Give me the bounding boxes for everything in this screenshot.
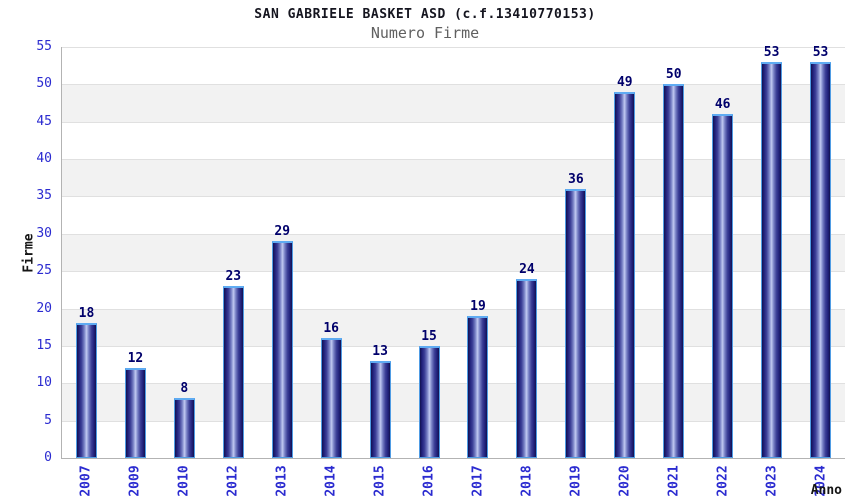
x-tick-label: 2021: [666, 465, 682, 497]
y-axis-title: Firme: [21, 233, 37, 273]
x-tick-label: 2017: [470, 465, 486, 497]
bar-value-label: 49: [616, 74, 633, 90]
bar-value-label: 50: [665, 67, 682, 83]
x-axis-line: [61, 458, 845, 459]
y-tick-label: 40: [36, 151, 52, 167]
bar-2024: [810, 61, 832, 458]
bar-value-label: 23: [225, 269, 242, 285]
y-tick-label: 15: [36, 337, 52, 353]
y-tick-label: 30: [36, 225, 52, 241]
bar-value-label: 13: [372, 343, 388, 359]
chart-subtitle: Numero Firme: [370, 24, 480, 42]
x-tick-label: 2016: [421, 465, 437, 497]
x-tick-label: 2012: [225, 465, 241, 497]
y-tick-label: 45: [36, 113, 52, 129]
bar-2015: [369, 360, 391, 458]
x-tick-label: 2010: [176, 465, 192, 497]
bar-value-label: 19: [470, 299, 486, 315]
x-tick-label: 2022: [715, 465, 731, 497]
x-tick-label: 2013: [274, 465, 290, 497]
x-tick-label: 2007: [78, 465, 94, 497]
gridline: [62, 159, 845, 161]
bar-value-label: 29: [274, 224, 291, 240]
gridline: [62, 84, 845, 86]
bar-value-label: 36: [568, 171, 584, 187]
chart-title: SAN GABRIELE BASKET ASD (c.f.13410770153…: [254, 7, 596, 22]
gridline: [62, 47, 845, 48]
plot-band: [62, 47, 845, 85]
bar-value-label: 15: [421, 328, 437, 344]
x-tick-label: 2009: [127, 465, 143, 497]
bar-2010: [173, 398, 195, 458]
bar-value-label: 53: [763, 44, 780, 60]
bar-value-label: 12: [127, 351, 144, 367]
y-axis-line: [61, 47, 62, 459]
gridline: [62, 233, 845, 235]
gridline: [62, 308, 845, 310]
y-tick-label: 20: [36, 300, 52, 316]
gridline: [62, 121, 845, 123]
bar-2021: [663, 84, 685, 458]
bar-value-label: 16: [323, 321, 339, 337]
bar-2023: [761, 61, 783, 458]
y-tick-label: 0: [44, 450, 52, 465]
gridline: [62, 345, 845, 347]
gridline: [62, 196, 845, 198]
bar-value-label: 46: [714, 97, 731, 113]
bar-2013: [271, 241, 293, 458]
x-tick-label: 2023: [764, 465, 780, 497]
y-tick-label: 50: [36, 76, 52, 92]
x-tick-label: 2018: [519, 465, 535, 497]
bar-2016: [418, 345, 440, 458]
bar-value-label: 53: [812, 44, 829, 60]
bar-2019: [565, 188, 587, 458]
gridline: [62, 271, 845, 273]
bar-2007: [75, 323, 97, 458]
y-tick-label: 5: [44, 412, 52, 428]
gridline: [62, 420, 845, 422]
y-tick-label: 55: [36, 39, 52, 54]
bar-2022: [712, 114, 734, 458]
y-tick-label: 10: [36, 375, 52, 391]
gridline: [62, 383, 845, 385]
bar-value-label: 18: [78, 306, 95, 322]
bar-value-label: 24: [519, 261, 535, 277]
bar-value-label: 8: [180, 381, 189, 397]
x-tick-label: 2019: [568, 465, 584, 497]
x-tick-label: 2020: [617, 465, 633, 497]
y-tick-label: 25: [36, 263, 52, 279]
bar-2014: [320, 338, 342, 458]
x-axis-title: Anno: [810, 483, 842, 498]
y-tick-label: 35: [36, 188, 52, 204]
x-tick-label: 2014: [323, 465, 339, 497]
bar-2012: [222, 286, 244, 458]
bar-2017: [467, 316, 489, 458]
bar-2018: [516, 278, 538, 458]
bar-2020: [614, 91, 636, 458]
x-tick-label: 2015: [372, 465, 388, 497]
bar-2009: [124, 368, 146, 458]
